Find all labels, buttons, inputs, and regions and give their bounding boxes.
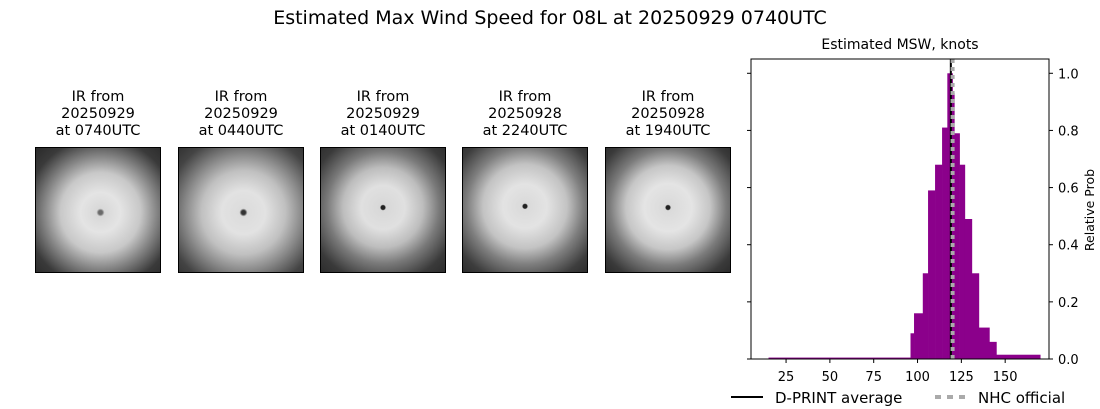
- y-tick-label: 0.2: [1058, 296, 1079, 311]
- legend: D-PRINT average NHC official: [731, 389, 1065, 407]
- x-tick-label: 25: [778, 370, 795, 385]
- x-axis: 25 50 75 100 125 150: [778, 359, 1018, 385]
- histogram-bar: [954, 133, 960, 359]
- x-tick-label: 150: [993, 370, 1018, 385]
- histogram-bar: [914, 313, 924, 359]
- histogram-bars: [768, 73, 1041, 360]
- histogram-bar: [971, 273, 980, 359]
- ir-title: IR from 20250929 at 0740UTC: [55, 89, 141, 139]
- histogram-bar: [996, 354, 1041, 359]
- plot-frame: [750, 58, 1050, 360]
- histogram-bar: [942, 127, 948, 359]
- ir-satellite-image: [462, 147, 588, 273]
- ir-title: IR from 20250928 at 1940UTC: [625, 89, 711, 139]
- legend-label-dprint: D-PRINT average: [775, 389, 902, 407]
- ir-satellite-image: [178, 147, 304, 273]
- histogram-bar: [910, 333, 915, 359]
- ir-satellite-image: [35, 147, 161, 273]
- x-tick-label: 75: [865, 370, 882, 385]
- histogram-bar: [952, 93, 955, 360]
- ir-satellite-image: [605, 147, 731, 273]
- y-tick-label: 0.0: [1058, 353, 1079, 368]
- x-tick-label: 50: [822, 370, 839, 385]
- y-tick-label: 1.0: [1058, 67, 1079, 82]
- ir-panel-5: IR from 20250928 at 1940UTC: [605, 89, 731, 273]
- y-tick-label: 0.8: [1058, 124, 1079, 139]
- legend-label-nhc: NHC official: [978, 389, 1065, 407]
- x-tick-label: 125: [949, 370, 974, 385]
- ir-satellite-image: [320, 147, 446, 273]
- y-tick-label: 0.4: [1058, 239, 1079, 254]
- ir-title: IR from 20250928 at 2240UTC: [482, 89, 568, 139]
- histogram-bar: [989, 341, 997, 359]
- y-axis-label: Relative Prob: [1082, 169, 1097, 251]
- histogram-bar: [928, 190, 936, 359]
- ir-panel-4: IR from 20250928 at 2240UTC: [462, 89, 588, 273]
- histogram-bar: [922, 273, 929, 359]
- histogram-bar: [935, 164, 943, 359]
- ir-panel-3: IR from 20250929 at 0140UTC: [320, 89, 446, 273]
- chart-title: Estimated MSW, knots: [821, 37, 979, 53]
- ir-panel-1: IR from 20250929 at 0740UTC: [35, 89, 161, 273]
- histogram-bar: [959, 164, 966, 359]
- y-axis-right: 0.0 0.2 0.4 0.6 0.8 1.0: [747, 67, 1079, 368]
- figure-title: Estimated Max Wind Speed for 08L at 2025…: [273, 7, 827, 29]
- histogram-bar: [768, 357, 911, 359]
- y-tick-label: 0.6: [1058, 182, 1079, 197]
- ir-panel-2: IR from 20250929 at 0440UTC: [178, 89, 304, 273]
- histogram-bar: [978, 327, 990, 359]
- ir-title: IR from 20250929 at 0440UTC: [198, 89, 284, 139]
- reference-lines: [949, 59, 955, 359]
- histogram-bar: [964, 219, 973, 359]
- x-tick-label: 100: [905, 370, 930, 385]
- ir-title: IR from 20250929 at 0140UTC: [340, 89, 426, 139]
